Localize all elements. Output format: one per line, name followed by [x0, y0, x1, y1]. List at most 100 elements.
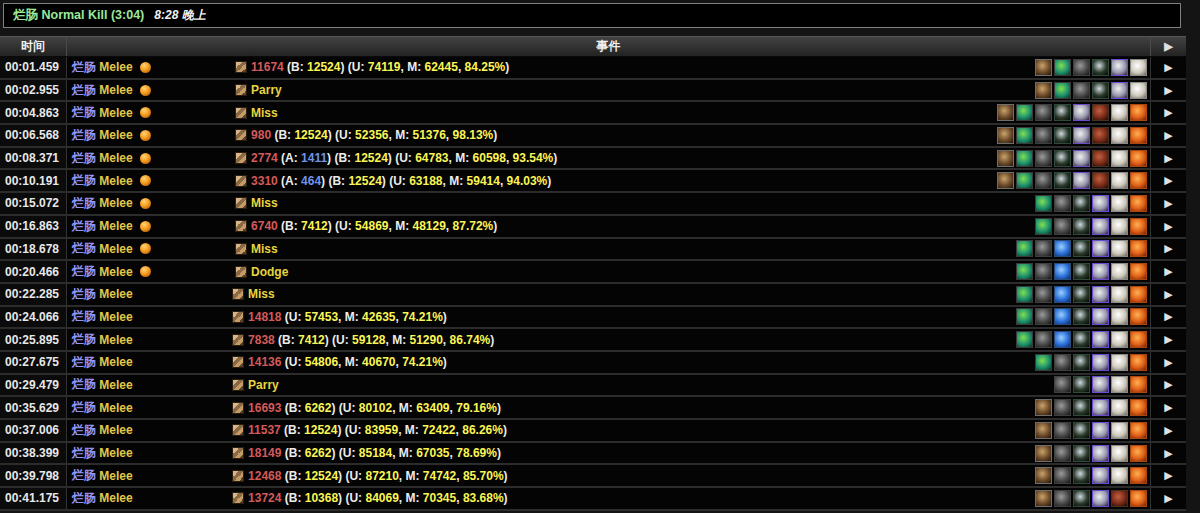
flame-buff-icon[interactable] — [1130, 286, 1147, 303]
dagger-buff-icon[interactable] — [1092, 59, 1109, 76]
ghost-buff-icon[interactable] — [1111, 82, 1128, 99]
table-row[interactable]: 00:10.191烂肠 Melee 3310 (A: 464) (B: 1252… — [0, 170, 1186, 193]
table-row[interactable]: 00:06.568烂肠 Melee 980 (B: 12524) (U: 523… — [0, 125, 1186, 148]
stone-buff-icon[interactable] — [1035, 286, 1052, 303]
stone-buff-icon[interactable] — [1054, 399, 1071, 416]
table-row[interactable]: 00:01.459烂肠 Melee 11674 (B: 12524) (U: 7… — [0, 57, 1186, 80]
time-column-header[interactable]: 时间 — [0, 37, 67, 56]
ability-name[interactable]: Melee — [99, 265, 136, 279]
claw-debuff-icon[interactable] — [1111, 490, 1128, 507]
frost-buff-icon[interactable] — [1054, 286, 1071, 303]
pale-orb-buff-icon[interactable] — [1111, 376, 1128, 393]
ability-name[interactable]: Melee — [99, 196, 136, 210]
claw-debuff-icon[interactable] — [1092, 127, 1109, 144]
ghost-buff-icon[interactable] — [1092, 399, 1109, 416]
nature-buff-icon[interactable] — [1016, 286, 1033, 303]
table-row[interactable]: 00:08.371烂肠 Melee 2774 (A: 1411) (B: 125… — [0, 148, 1186, 171]
table-row[interactable]: 00:15.072烂肠 Melee Miss▶ — [0, 193, 1186, 216]
ability-name[interactable]: Melee — [99, 446, 136, 460]
ghost-buff-icon[interactable] — [1073, 150, 1090, 167]
pale-orb-buff-icon[interactable] — [1111, 104, 1128, 121]
bite-debuff-icon[interactable] — [1035, 422, 1052, 439]
npc-name[interactable]: 烂肠 — [72, 172, 99, 189]
pale-orb-buff-icon[interactable] — [1111, 172, 1128, 189]
ghost-buff-icon[interactable] — [1092, 218, 1109, 235]
ability-name[interactable]: Melee — [99, 151, 136, 165]
row-expand-button[interactable]: ▶ — [1151, 352, 1186, 373]
bite-debuff-icon[interactable] — [1035, 490, 1052, 507]
row-expand-button[interactable]: ▶ — [1151, 443, 1186, 464]
row-expand-button[interactable]: ▶ — [1151, 216, 1186, 237]
ability-name[interactable]: Melee — [99, 219, 136, 233]
row-expand-button[interactable]: ▶ — [1151, 57, 1186, 78]
bite-debuff-icon[interactable] — [997, 150, 1014, 167]
ability-name[interactable]: Melee — [99, 174, 136, 188]
flame-buff-icon[interactable] — [1130, 445, 1147, 462]
dagger-buff-icon[interactable] — [1054, 127, 1071, 144]
flame-buff-icon[interactable] — [1130, 331, 1147, 348]
table-row[interactable]: 00:41.175烂肠 Melee 13724 (B: 10368) (U: 8… — [0, 488, 1186, 511]
stone-buff-icon[interactable] — [1054, 490, 1071, 507]
claw-debuff-icon[interactable] — [1092, 172, 1109, 189]
header-arrow-cell[interactable]: ▶ — [1151, 37, 1186, 56]
nature-buff-icon[interactable] — [1016, 331, 1033, 348]
frost-buff-icon[interactable] — [1054, 308, 1071, 325]
ability-name[interactable]: Melee — [99, 287, 136, 301]
ghost-buff-icon[interactable] — [1092, 445, 1109, 462]
pale-orb-buff-icon[interactable] — [1111, 218, 1128, 235]
table-row[interactable]: 00:37.006烂肠 Melee 11537 (B: 12524) (U: 8… — [0, 420, 1186, 443]
ghost-buff-icon[interactable] — [1092, 490, 1109, 507]
npc-name[interactable]: 烂肠 — [72, 82, 99, 99]
dagger-buff-icon[interactable] — [1073, 263, 1090, 280]
frost-buff-icon[interactable] — [1054, 240, 1071, 257]
stone-buff-icon[interactable] — [1035, 172, 1052, 189]
stone-buff-icon[interactable] — [1054, 445, 1071, 462]
npc-name[interactable]: 烂肠 — [72, 263, 99, 280]
ability-name[interactable]: Melee — [99, 355, 136, 369]
pale-orb-buff-icon[interactable] — [1111, 150, 1128, 167]
pale-orb-buff-icon[interactable] — [1111, 308, 1128, 325]
pale-orb-buff-icon[interactable] — [1111, 286, 1128, 303]
nature-buff-icon[interactable] — [1035, 218, 1052, 235]
table-row[interactable]: 00:25.895烂肠 Melee 7838 (B: 7412) (U: 591… — [0, 329, 1186, 352]
ability-name[interactable]: Melee — [99, 469, 136, 483]
stone-buff-icon[interactable] — [1035, 150, 1052, 167]
row-expand-button[interactable]: ▶ — [1151, 239, 1186, 260]
flame-buff-icon[interactable] — [1130, 218, 1147, 235]
ghost-buff-icon[interactable] — [1092, 331, 1109, 348]
ghost-buff-icon[interactable] — [1092, 263, 1109, 280]
bite-debuff-icon[interactable] — [997, 104, 1014, 121]
npc-name[interactable]: 烂肠 — [72, 490, 99, 507]
dagger-buff-icon[interactable] — [1073, 399, 1090, 416]
pale-orb-buff-icon[interactable] — [1111, 331, 1128, 348]
ghost-buff-icon[interactable] — [1092, 195, 1109, 212]
bite-debuff-icon[interactable] — [1035, 445, 1052, 462]
npc-name[interactable]: 烂肠 — [72, 195, 99, 212]
nature-buff-icon[interactable] — [1016, 150, 1033, 167]
stone-buff-icon[interactable] — [1054, 218, 1071, 235]
dagger-buff-icon[interactable] — [1073, 467, 1090, 484]
ability-name[interactable]: Melee — [99, 128, 136, 142]
flame-buff-icon[interactable] — [1130, 467, 1147, 484]
table-row[interactable]: 00:39.798烂肠 Melee 12468 (B: 12524) (U: 8… — [0, 465, 1186, 488]
dagger-buff-icon[interactable] — [1073, 308, 1090, 325]
dagger-buff-icon[interactable] — [1092, 82, 1109, 99]
table-row[interactable]: 00:22.285烂肠 Melee Miss▶ — [0, 284, 1186, 307]
bite-debuff-icon[interactable] — [1035, 467, 1052, 484]
dagger-buff-icon[interactable] — [1054, 104, 1071, 121]
flame-buff-icon[interactable] — [1130, 376, 1147, 393]
pale-orb-buff-icon[interactable] — [1111, 467, 1128, 484]
dagger-buff-icon[interactable] — [1073, 376, 1090, 393]
stone-buff-icon[interactable] — [1035, 308, 1052, 325]
ghost-buff-icon[interactable] — [1073, 104, 1090, 121]
stone-buff-icon[interactable] — [1054, 422, 1071, 439]
stone-buff-icon[interactable] — [1054, 376, 1071, 393]
bite-debuff-icon[interactable] — [1035, 59, 1052, 76]
flame-buff-icon[interactable] — [1130, 150, 1147, 167]
stone-buff-icon[interactable] — [1054, 354, 1071, 371]
nature-buff-icon[interactable] — [1016, 172, 1033, 189]
dagger-buff-icon[interactable] — [1073, 240, 1090, 257]
ghost-buff-icon[interactable] — [1073, 172, 1090, 189]
ghost-buff-icon[interactable] — [1092, 354, 1109, 371]
npc-name[interactable]: 烂肠 — [72, 104, 99, 121]
